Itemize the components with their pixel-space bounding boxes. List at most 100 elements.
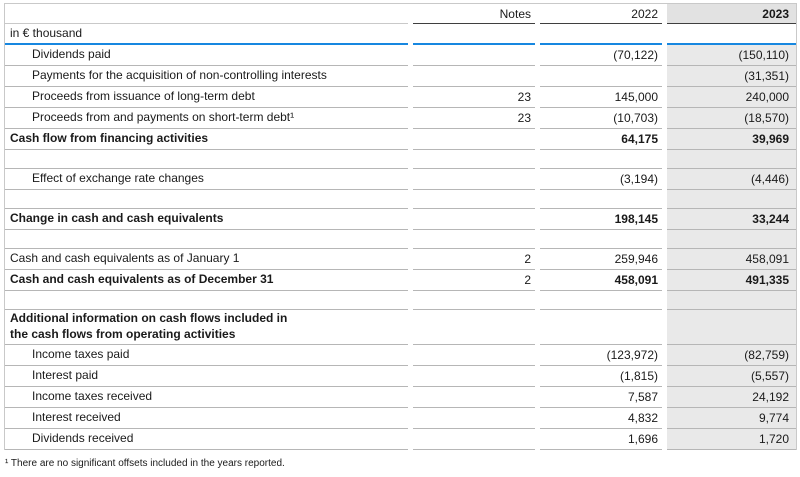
table-row: Interest received 4,832 9,774: [5, 408, 796, 429]
value-2022-cell: (70,122): [540, 45, 662, 66]
notes-cell: [413, 24, 535, 45]
column-header-2022: 2022: [540, 4, 662, 24]
notes-cell: 2: [413, 270, 535, 291]
notes-cell: [413, 366, 535, 387]
table-row: Change in cash and cash equivalents 198,…: [5, 209, 796, 230]
row-label: Interest paid: [5, 366, 408, 387]
value-2023-cell: [667, 230, 796, 249]
value-2023-cell: (150,110): [667, 45, 796, 66]
notes-cell: 23: [413, 108, 535, 129]
row-label: Additional information on cash flows inc…: [5, 310, 408, 345]
table-row: Cash and cash equivalents as of January …: [5, 249, 796, 270]
value-2023-cell: [667, 150, 796, 169]
column-header-notes: Notes: [413, 4, 535, 24]
row-label: Cash and cash equivalents as of January …: [5, 249, 408, 270]
table-row: Cash flow from financing activities 64,1…: [5, 129, 796, 150]
value-2023-cell: 240,000: [667, 87, 796, 108]
row-label: Dividends received: [5, 429, 408, 450]
value-2022-cell: [540, 66, 662, 87]
value-2023-cell: (5,557): [667, 366, 796, 387]
row-label: Income taxes received: [5, 387, 408, 408]
value-2022-cell: 198,145: [540, 209, 662, 230]
value-2022-cell: [540, 230, 662, 249]
value-2023-cell: 1,720: [667, 429, 796, 450]
column-header-2023: 2023: [667, 4, 796, 24]
notes-cell: [413, 429, 535, 450]
value-2023-cell: [667, 190, 796, 209]
notes-cell: [413, 150, 535, 169]
notes-cell: [413, 408, 535, 429]
value-2023-cell: [667, 310, 796, 345]
row-label: Income taxes paid: [5, 345, 408, 366]
row-label: Interest received: [5, 408, 408, 429]
row-label: in € thousand: [5, 24, 408, 45]
cash-flow-table: Notes 2022 2023 in € thousand Dividends …: [4, 3, 797, 450]
value-2022-cell: 4,832: [540, 408, 662, 429]
table-header-row: Notes 2022 2023: [5, 4, 796, 24]
value-2022-cell: 259,946: [540, 249, 662, 270]
value-2022-cell: [540, 150, 662, 169]
table-row: Cash and cash equivalents as of December…: [5, 270, 796, 291]
table-row: Effect of exchange rate changes (3,194) …: [5, 169, 796, 190]
value-2022-cell: (1,815): [540, 366, 662, 387]
notes-cell: [413, 45, 535, 66]
table-row: Interest paid (1,815) (5,557): [5, 366, 796, 387]
value-2022-cell: [540, 190, 662, 209]
table-row: Income taxes received 7,587 24,192: [5, 387, 796, 408]
notes-cell: 23: [413, 87, 535, 108]
row-label: Cash flow from financing activities: [5, 129, 408, 150]
value-2023-cell: (31,351): [667, 66, 796, 87]
value-2022-cell: [540, 310, 662, 345]
value-2023-cell: (4,446): [667, 169, 796, 190]
notes-cell: [413, 230, 535, 249]
value-2022-cell: 7,587: [540, 387, 662, 408]
value-2023-cell: 24,192: [667, 387, 796, 408]
table-row: Proceeds from and payments on short-term…: [5, 108, 796, 129]
value-2022-cell: (3,194): [540, 169, 662, 190]
notes-cell: [413, 310, 535, 345]
value-2022-cell: 64,175: [540, 129, 662, 150]
table-row: Proceeds from issuance of long-term debt…: [5, 87, 796, 108]
table-row: Additional information on cash flows inc…: [5, 310, 796, 345]
row-label: Change in cash and cash equivalents: [5, 209, 408, 230]
value-2022-cell: (123,972): [540, 345, 662, 366]
value-2023-cell: [667, 291, 796, 310]
value-2022-cell: [540, 24, 662, 45]
value-2022-cell: (10,703): [540, 108, 662, 129]
row-label: [5, 230, 408, 249]
table-row: Dividends received 1,696 1,720: [5, 429, 796, 450]
value-2022-cell: 1,696: [540, 429, 662, 450]
table-row: Payments for the acquisition of non-cont…: [5, 66, 796, 87]
row-label: Cash and cash equivalents as of December…: [5, 270, 408, 291]
value-2022-cell: [540, 291, 662, 310]
table-row: in € thousand: [5, 24, 796, 45]
notes-cell: [413, 291, 535, 310]
row-label: [5, 190, 408, 209]
notes-cell: [413, 169, 535, 190]
table-row: [5, 150, 796, 169]
header-label-spacer: [5, 4, 408, 24]
table-row: Income taxes paid (123,972) (82,759): [5, 345, 796, 366]
value-2023-cell: 491,335: [667, 270, 796, 291]
value-2023-cell: [667, 24, 796, 45]
value-2023-cell: 9,774: [667, 408, 796, 429]
value-2023-cell: (18,570): [667, 108, 796, 129]
notes-cell: [413, 190, 535, 209]
row-label: [5, 150, 408, 169]
row-label: Proceeds from issuance of long-term debt: [5, 87, 408, 108]
value-2023-cell: 33,244: [667, 209, 796, 230]
row-label: Payments for the acquisition of non-cont…: [5, 66, 408, 87]
row-label: Dividends paid: [5, 45, 408, 66]
notes-cell: [413, 66, 535, 87]
notes-cell: [413, 345, 535, 366]
table-body: in € thousand Dividends paid (70,122) (1…: [5, 24, 796, 450]
table-row: [5, 190, 796, 209]
row-label: Proceeds from and payments on short-term…: [5, 108, 408, 129]
notes-cell: 2: [413, 249, 535, 270]
notes-cell: [413, 387, 535, 408]
value-2023-cell: 458,091: [667, 249, 796, 270]
table-row: Dividends paid (70,122) (150,110): [5, 45, 796, 66]
value-2023-cell: 39,969: [667, 129, 796, 150]
table-row: [5, 291, 796, 310]
